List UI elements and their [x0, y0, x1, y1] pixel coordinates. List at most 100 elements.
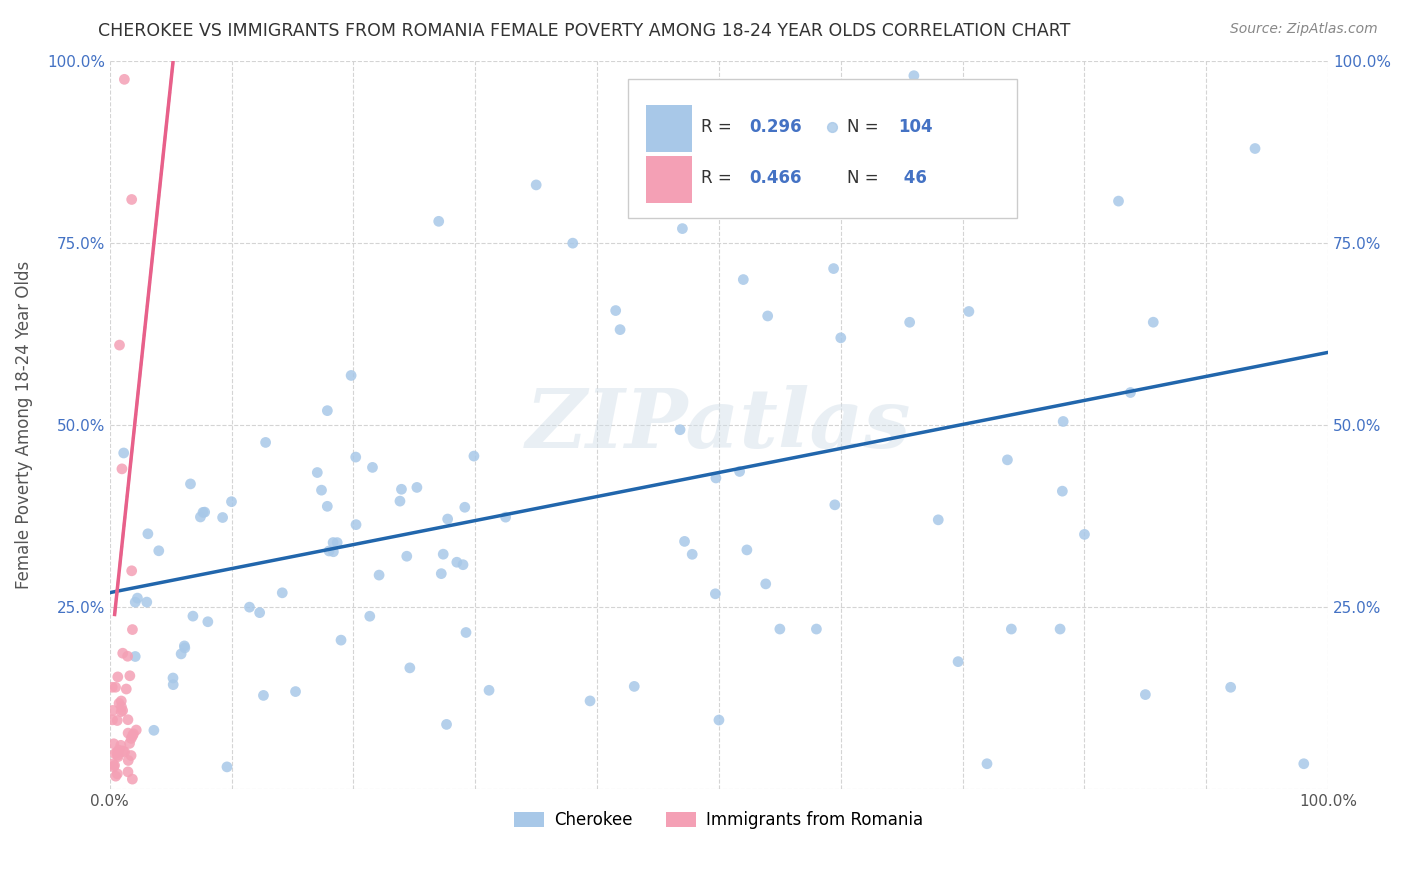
Point: [117, 764, 139, 779]
Point: [681, 547, 703, 561]
Point: [103, 758, 125, 772]
Point: [931, 110, 953, 124]
Point: [111, 704, 134, 718]
Point: [704, 587, 727, 601]
Point: [1052, 484, 1074, 499]
Point: [997, 453, 1019, 467]
Point: [105, 714, 128, 728]
Point: [107, 748, 129, 763]
FancyBboxPatch shape: [645, 105, 692, 153]
Point: [322, 545, 344, 559]
Point: [121, 729, 143, 743]
Point: [121, 193, 143, 207]
Point: [211, 510, 233, 524]
Point: [135, 595, 157, 609]
Point: [101, 713, 124, 727]
Point: [108, 338, 131, 352]
Point: [194, 505, 217, 519]
Point: [121, 623, 143, 637]
Point: [1142, 315, 1164, 329]
Point: [124, 595, 146, 609]
Point: [112, 744, 135, 758]
Point: [1049, 622, 1071, 636]
Point: [104, 769, 127, 783]
Point: [1108, 194, 1130, 208]
Point: [733, 272, 755, 286]
Point: [821, 120, 844, 134]
Point: [735, 543, 758, 558]
Point: [707, 713, 730, 727]
Point: [121, 772, 143, 786]
Point: [148, 543, 170, 558]
Text: 46: 46: [898, 169, 927, 186]
Text: CHEROKEE VS IMMIGRANTS FROM ROMANIA FEMALE POVERTY AMONG 18-24 YEAR OLDS CORRELA: CHEROKEE VS IMMIGRANTS FROM ROMANIA FEMA…: [98, 22, 1071, 40]
Y-axis label: Female Poverty Among 18-24 Year Olds: Female Poverty Among 18-24 Year Olds: [15, 261, 32, 590]
Point: [110, 739, 132, 753]
Point: [446, 555, 468, 569]
Point: [903, 69, 925, 83]
Point: [1073, 527, 1095, 541]
Point: [823, 261, 845, 276]
Point: [561, 236, 583, 251]
Point: [107, 743, 129, 757]
Point: [322, 535, 344, 549]
Point: [806, 622, 828, 636]
Point: [118, 736, 141, 750]
Text: ZIPatlas: ZIPatlas: [526, 385, 911, 466]
Point: [179, 476, 201, 491]
Point: [111, 646, 134, 660]
Point: [284, 684, 307, 698]
Point: [406, 480, 429, 494]
Point: [117, 649, 139, 664]
Point: [946, 655, 969, 669]
Point: [769, 622, 792, 636]
Point: [673, 534, 696, 549]
Point: [117, 726, 139, 740]
Point: [110, 705, 132, 719]
Point: [215, 760, 238, 774]
Point: [359, 609, 381, 624]
Point: [118, 669, 141, 683]
Point: [124, 649, 146, 664]
Point: [427, 214, 450, 228]
Point: [1119, 385, 1142, 400]
Point: [117, 713, 139, 727]
Point: [127, 591, 149, 606]
Point: [173, 639, 195, 653]
Point: [976, 756, 998, 771]
Point: [104, 680, 127, 694]
Text: R =: R =: [700, 118, 737, 136]
Point: [436, 717, 458, 731]
Text: Source: ZipAtlas.com: Source: ZipAtlas.com: [1230, 22, 1378, 37]
Point: [307, 466, 329, 480]
Point: [318, 544, 340, 558]
Point: [142, 723, 165, 738]
Point: [103, 760, 125, 774]
Point: [249, 606, 271, 620]
Point: [111, 462, 134, 476]
Point: [316, 403, 339, 417]
Point: [162, 671, 184, 685]
Point: [609, 323, 631, 337]
Point: [114, 745, 136, 759]
Point: [330, 633, 353, 648]
Point: [728, 465, 751, 479]
Point: [361, 460, 384, 475]
Point: [605, 303, 627, 318]
Text: 104: 104: [898, 118, 932, 136]
Point: [170, 647, 193, 661]
Point: [1219, 681, 1241, 695]
Point: [181, 609, 204, 624]
Point: [669, 423, 692, 437]
Point: [579, 694, 602, 708]
Point: [326, 535, 349, 549]
Point: [368, 568, 391, 582]
Point: [110, 700, 132, 714]
Point: [927, 513, 949, 527]
Point: [391, 483, 413, 497]
Point: [122, 727, 145, 741]
Point: [344, 517, 367, 532]
Point: [1135, 688, 1157, 702]
Text: 0.296: 0.296: [749, 118, 801, 136]
Point: [121, 564, 143, 578]
